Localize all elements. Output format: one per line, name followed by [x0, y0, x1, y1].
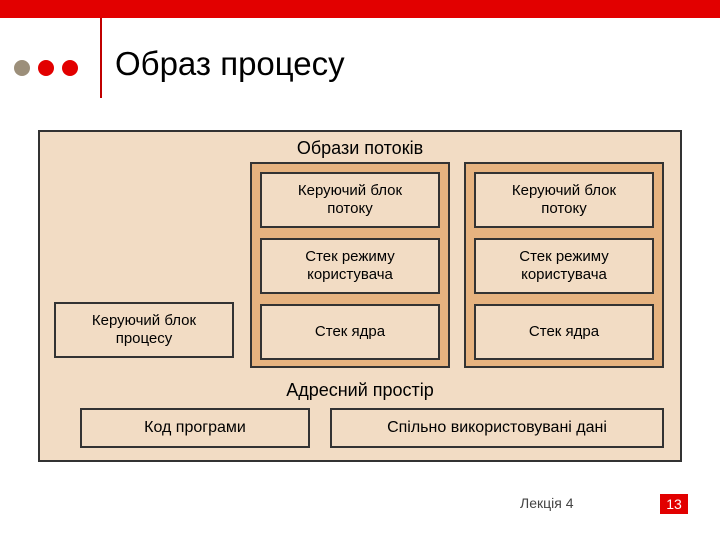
thread-image-box: Керуючий блокпотоку Стек режимукористува… — [250, 162, 450, 368]
user-mode-stack: Стек режимукористувача — [260, 238, 440, 294]
program-code-box: Код програми — [80, 408, 310, 448]
kernel-stack: Стек ядра — [474, 304, 654, 360]
bullet-dot — [14, 60, 30, 76]
thread-image-box: Керуючий блокпотоку Стек режимукористува… — [464, 162, 664, 368]
page-number: 13 — [660, 494, 688, 514]
vertical-rule — [100, 18, 102, 98]
page-title: Образ процесу — [115, 45, 345, 83]
shared-data-box: Спільно використовувані дані — [330, 408, 664, 448]
bullet-dot — [62, 60, 78, 76]
kernel-stack: Стек ядра — [260, 304, 440, 360]
thread-control-block: Керуючий блокпотоку — [474, 172, 654, 228]
threads-label: Образи потоків — [40, 138, 680, 159]
bullet-dot — [38, 60, 54, 76]
user-mode-stack: Стек режимукористувача — [474, 238, 654, 294]
process-image-box: Образи потоків Керуючий блокпотоку Стек … — [38, 130, 682, 462]
bullet-row — [14, 60, 78, 76]
thread-control-block: Керуючий блокпотоку — [260, 172, 440, 228]
address-space-label: Адресний простір — [40, 380, 680, 401]
process-control-block: Керуючий блокпроцесу — [54, 302, 234, 358]
footer-lecture: Лекція 4 — [520, 495, 573, 511]
top-red-bar — [0, 0, 720, 18]
